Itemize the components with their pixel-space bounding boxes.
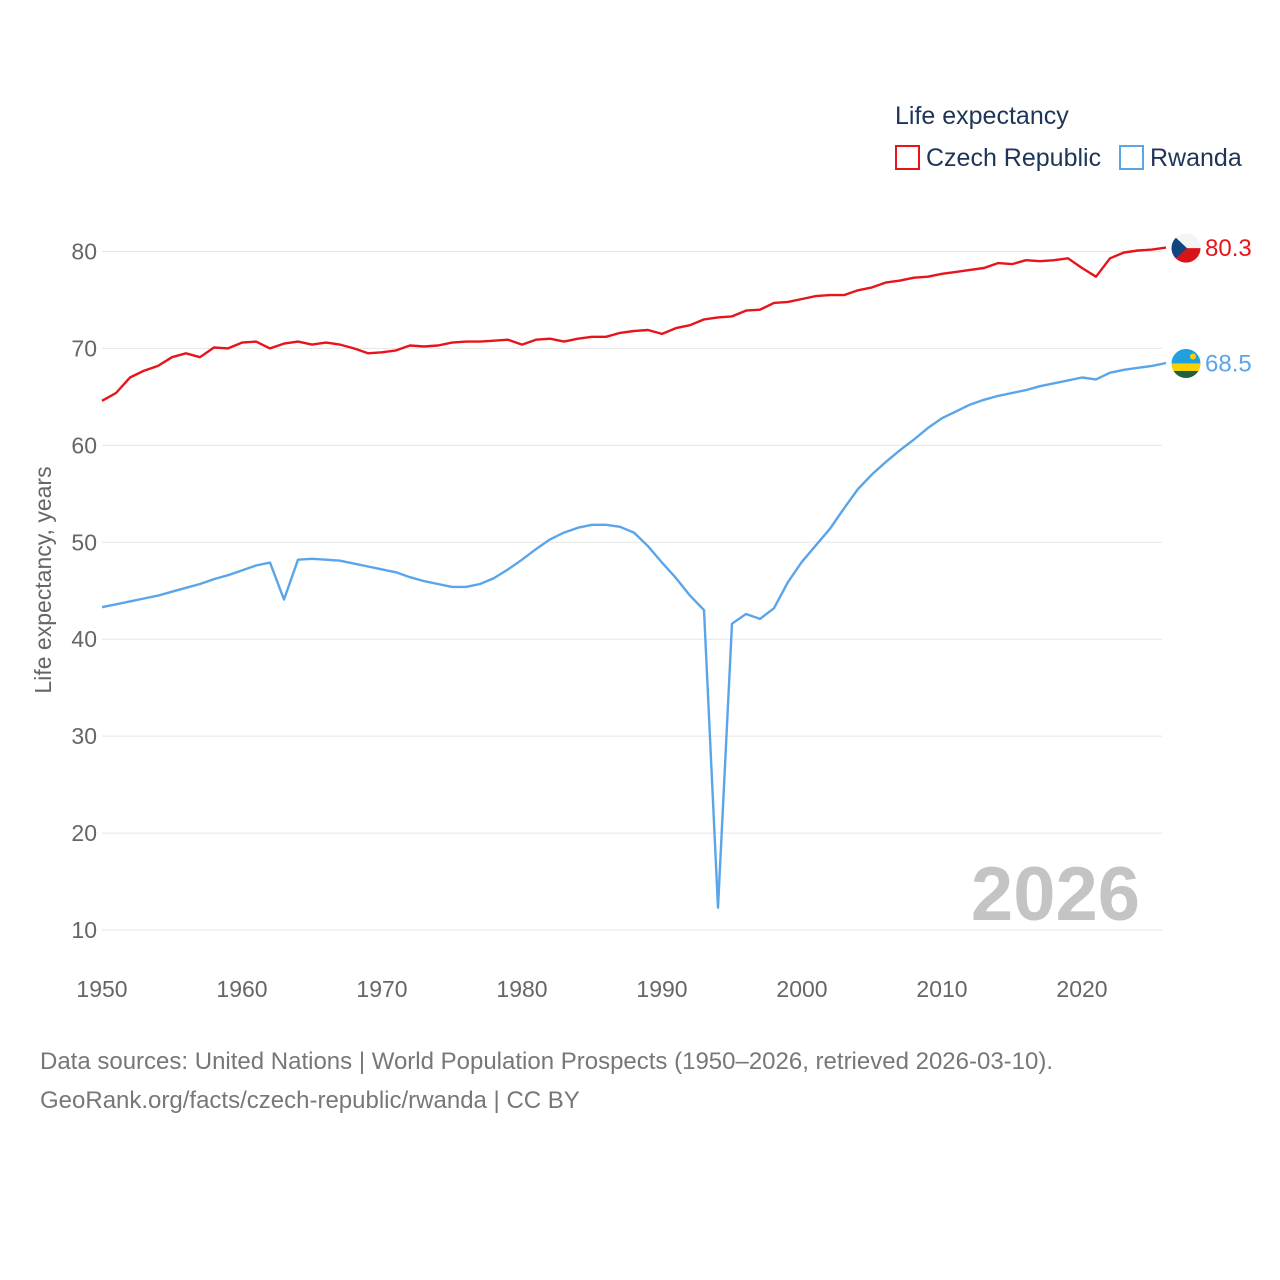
legend-swatch-rwanda [1119, 145, 1144, 170]
x-tick-label-1980: 1980 [496, 976, 547, 1002]
series-end-labels: 80.3 68.5 [1170, 232, 1252, 379]
series-lines [101, 246, 1167, 909]
series-line-rwanda[interactable] [101, 361, 1167, 909]
x-tick-label-1960: 1960 [216, 976, 267, 1002]
y-tick-label-60: 60 [71, 432, 97, 458]
credit-text[interactable]: GeoRank.org/facts/czech-republic/rwanda … [40, 1087, 580, 1114]
source-footer: Data sources: United Nations | World Pop… [40, 1042, 1053, 1120]
y-axis-ticks: 10 20 30 40 50 60 70 80 [71, 239, 97, 944]
y-tick-label-50: 50 [71, 529, 97, 555]
czech-flag-icon [1170, 232, 1202, 264]
legend-label-rwanda: Rwanda [1150, 144, 1242, 172]
year-watermark: 2026 [971, 852, 1140, 937]
y-tick-label-80: 80 [71, 239, 97, 265]
y-axis-title: Life expectancy, years [30, 466, 56, 693]
data-source-text: Data sources: United Nations | World Pop… [40, 1048, 1054, 1075]
y-tick-label-10: 10 [71, 917, 97, 943]
rwanda-flag-icon [1170, 347, 1202, 379]
y-tick-label-40: 40 [71, 626, 97, 652]
x-tick-label-2000: 2000 [776, 976, 827, 1002]
gridlines [102, 251, 1162, 931]
legend-item-rwanda[interactable]: Rwanda [1119, 144, 1242, 172]
x-tick-label-2010: 2010 [916, 976, 967, 1002]
x-tick-label-1950: 1950 [76, 976, 127, 1002]
series-line-czech-republic[interactable] [101, 246, 1167, 402]
legend: Life expectancy Czech Republic Rwanda [895, 102, 1242, 172]
x-axis-ticks: 1950 1960 1970 1980 1990 2000 2010 2020 [76, 976, 1107, 1002]
legend-label-czech-republic: Czech Republic [926, 144, 1101, 172]
y-tick-label-20: 20 [71, 820, 97, 846]
y-tick-label-30: 30 [71, 723, 97, 749]
line-chart: 10 20 30 40 50 60 70 80 1950 1960 1970 1980 1990 200… [30, 102, 1252, 1002]
x-tick-label-2020: 2020 [1056, 976, 1107, 1002]
end-value-label-rwanda: 68.5 [1205, 350, 1252, 377]
legend-item-czech-republic[interactable]: Czech Republic [895, 144, 1101, 172]
legend-swatch-czech-republic [895, 145, 920, 170]
x-tick-label-1970: 1970 [356, 976, 407, 1002]
legend-title: Life expectancy [895, 102, 1069, 130]
end-value-label-czech-republic: 80.3 [1205, 235, 1252, 262]
x-tick-label-1990: 1990 [636, 976, 687, 1002]
y-tick-label-70: 70 [71, 335, 97, 361]
